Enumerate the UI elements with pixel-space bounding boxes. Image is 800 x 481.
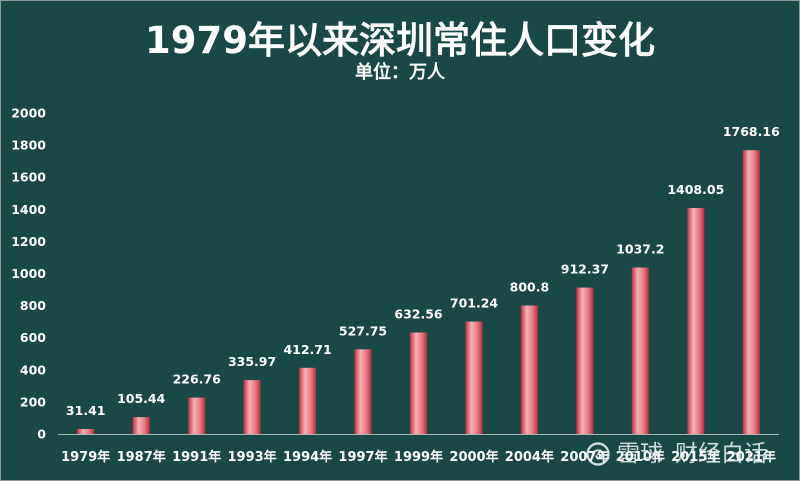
y-tick-label-200: 200: [20, 394, 46, 409]
x-tick-label-1994: 1994年: [283, 449, 332, 465]
bar-2007: [576, 287, 594, 434]
watermark: 雪球 财经白话: [585, 439, 767, 469]
x-tick-label-1997: 1997年: [338, 449, 387, 465]
x-tick-label-2007: 2007年: [560, 449, 609, 465]
data-label-2004: 800.8: [510, 280, 550, 295]
watermark-brand: 雪球: [617, 441, 663, 467]
y-tick-label-400: 400: [20, 362, 46, 377]
bar-2000: [465, 321, 483, 434]
data-label-1987: 105.44: [117, 391, 166, 406]
bar-1993: [243, 380, 261, 434]
data-label-2007: 912.37: [561, 262, 609, 277]
x-tick-label-1999: 1999年: [394, 449, 443, 465]
x-tick-label-1987: 1987年: [117, 449, 166, 465]
bar-1994: [299, 367, 317, 434]
x-tick-label-1993: 1993年: [228, 449, 277, 465]
y-tick-label-1600: 1600: [11, 170, 46, 185]
y-tick-label-1800: 1800: [11, 138, 46, 153]
data-label-1999: 632.56: [394, 307, 443, 322]
y-axis-ticks: 0 200 400 600 800 1000 1200 1400 1600 1800 2000: [11, 106, 46, 442]
bar-1987: [132, 417, 150, 434]
x-tick-label-2010: 2010年: [616, 449, 665, 465]
y-tick-label-2000: 2000: [11, 106, 46, 121]
x-tick-label-2004: 2004年: [505, 449, 554, 465]
y-tick-label-0: 0: [37, 427, 46, 442]
y-tick-label-1200: 1200: [11, 234, 46, 249]
data-label-1991: 226.76: [173, 372, 222, 387]
bar-1999: [410, 332, 427, 434]
bar-2021: [742, 150, 760, 434]
y-tick-label-1000: 1000: [11, 266, 46, 281]
data-label-1997: 527.75: [339, 323, 387, 338]
x-tick-label-2000: 2000年: [449, 449, 498, 465]
bar-2004: [520, 305, 538, 434]
x-tick-label-1979: 1979年: [61, 449, 110, 465]
x-tick-label-1991: 1991年: [172, 449, 221, 465]
chart-title: 1979年以来深圳常住人口变化: [145, 19, 655, 62]
x-tick-label-2021: 2021年: [727, 449, 776, 465]
bar-1997: [354, 349, 372, 434]
xueqiu-logo-icon: [585, 441, 611, 467]
data-label-2000: 701.24: [450, 296, 499, 311]
x-tick-label-2015: 2015年: [671, 449, 720, 465]
bar-1991: [188, 397, 206, 434]
y-tick-label-800: 800: [20, 298, 46, 313]
chart-subtitle: 单位：万人: [355, 62, 445, 83]
data-label-2021: 1768.16: [723, 124, 780, 139]
bar-1979: [77, 429, 95, 434]
y-tick-label-600: 600: [20, 330, 46, 345]
data-labels: 31.41 105.44 226.76 335.97 412.71 527.75 632.5…: [66, 124, 780, 418]
data-label-2010: 1037.2: [616, 242, 664, 257]
x-axis-ticks: 1979年 1987年 1991年 1993年 1994年 1997年 1999年 2000年…: [61, 449, 776, 465]
y-tick-label-1400: 1400: [11, 202, 46, 217]
bar-2010: [631, 267, 649, 434]
data-label-1993: 335.97: [228, 354, 276, 369]
data-label-1994: 412.71: [283, 342, 331, 357]
data-label-2015: 1408.05: [667, 182, 724, 197]
watermark-author: 财经白话: [675, 441, 767, 467]
data-label-1979: 31.41: [66, 403, 106, 418]
bars: [77, 150, 760, 434]
bar-2015: [687, 208, 705, 434]
